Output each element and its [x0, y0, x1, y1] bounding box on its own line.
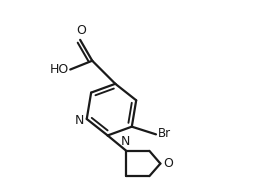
Text: O: O [76, 24, 86, 37]
Text: N: N [121, 135, 130, 148]
Text: N: N [75, 113, 84, 126]
Text: O: O [164, 157, 174, 170]
Text: HO: HO [49, 63, 69, 76]
Text: Br: Br [158, 127, 171, 140]
